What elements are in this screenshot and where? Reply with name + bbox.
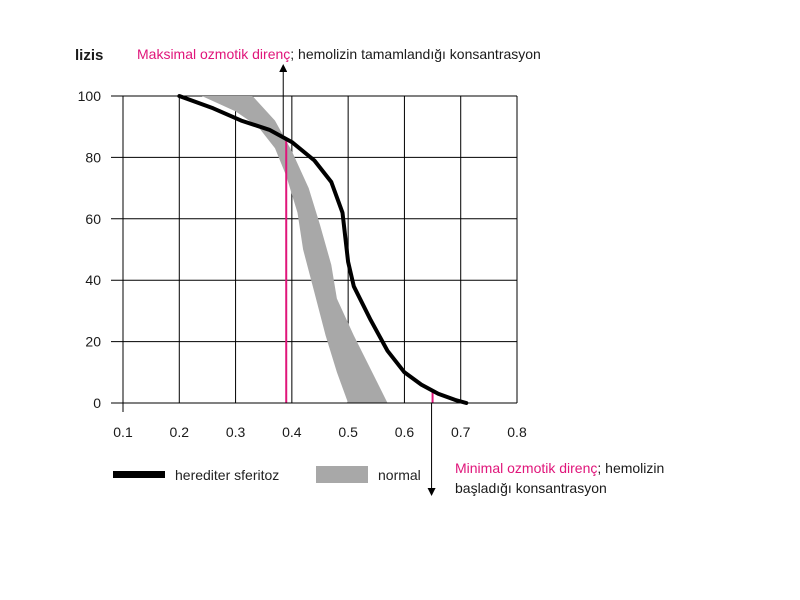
annotation-maximal-resistance: Maksimal ozmotik direnç; hemolizin tamam… <box>137 44 541 64</box>
x-tick-label: 0.3 <box>226 424 246 440</box>
annotation-max-highlight: Maksimal ozmotik direnç <box>137 46 291 62</box>
y-tick-label: 40 <box>85 272 101 288</box>
y-tick-label: 0 <box>93 395 101 411</box>
normal-band-layer <box>201 96 388 403</box>
legend-herediter-swatch <box>113 471 165 478</box>
annotation-minimal-resistance: Minimal ozmotik direnç; hemolizin başlad… <box>455 458 664 498</box>
y-tick-label: 80 <box>85 149 101 165</box>
annotation-min-highlight: Minimal ozmotik direnç <box>455 460 598 476</box>
y-tick-label: 100 <box>78 88 102 104</box>
axes <box>111 96 517 412</box>
x-tick-label: 0.2 <box>170 424 190 440</box>
herediter-line-layer <box>177 94 469 405</box>
legend-normal-swatch <box>316 466 368 483</box>
y-tick-label: 60 <box>85 211 101 227</box>
x-tick-label: 0.8 <box>507 424 527 440</box>
x-tick-label: 0.4 <box>282 424 302 440</box>
legend-herediter-label: herediter sferitoz <box>175 467 279 483</box>
annotation-min-text-line2: başladığı konsantrasyon <box>455 480 607 496</box>
legend-normal-label: normal <box>378 467 421 483</box>
x-tick-label: 0.7 <box>451 424 471 440</box>
annotation-max-text: ; hemolizin tamamlandığı konsantrasyon <box>290 46 541 62</box>
herediter-sferitoz-line <box>177 94 469 405</box>
x-tick-label: 0.1 <box>113 424 133 440</box>
y-tick-label: 20 <box>85 334 101 350</box>
annotation-arrows <box>279 64 436 496</box>
legend: herediter sferitoz normal <box>113 466 421 483</box>
x-tick-label: 0.5 <box>338 424 358 440</box>
y-axis-label: lizis <box>75 47 103 64</box>
normal-band <box>201 96 388 403</box>
x-tick-label: 0.6 <box>395 424 415 440</box>
annotation-min-text-line1: ; hemolizin <box>597 460 665 476</box>
tick-labels: 0.1 0.2 0.3 0.4 0.5 0.6 0.7 0.8 0 20 40 60 80 100 <box>78 88 527 440</box>
